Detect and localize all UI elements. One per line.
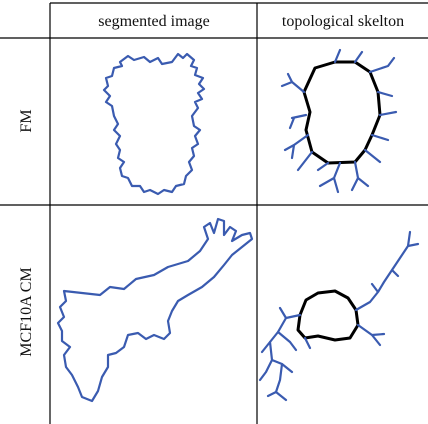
segmented-contour [104, 54, 204, 194]
row-label: FM [18, 109, 35, 132]
column-header: segmented image [98, 13, 210, 30]
page: segmented image topological skelton FM M… [0, 0, 428, 424]
segmented-contour [58, 219, 252, 401]
skeleton-loop [304, 62, 380, 163]
skeleton-loop [298, 291, 358, 340]
figure-table: segmented image topological skelton FM M… [0, 0, 428, 424]
column-header: topological skelton [282, 13, 404, 30]
row-label: MCF10A CM [18, 267, 35, 356]
skeleton-branch [260, 232, 418, 400]
